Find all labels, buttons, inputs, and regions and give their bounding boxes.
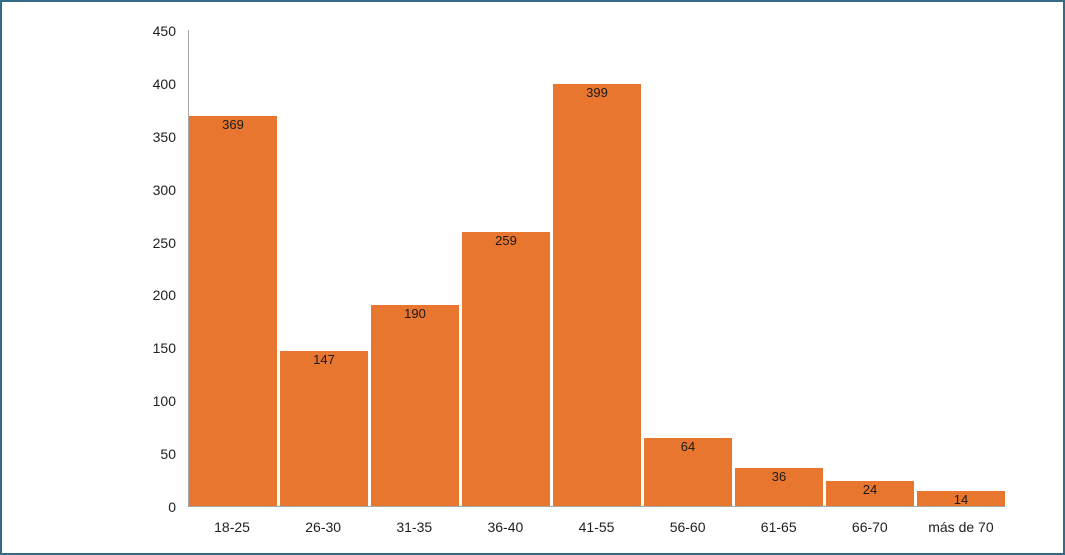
- bar-value-label: 64: [680, 439, 696, 455]
- bar: 399: [553, 83, 641, 506]
- bar: 190: [371, 305, 459, 506]
- y-axis-label: 0: [168, 499, 176, 515]
- bar-value-label: 147: [313, 351, 335, 367]
- bar-chart: 0 50 100 150 200 250 300 350 400 450 369 147 190 259…: [140, 24, 1005, 537]
- plot-area: 369 147 190 259 399 64 36 24 14: [188, 30, 1005, 507]
- bar-value-label: 14: [953, 492, 969, 508]
- bars: 369 147 190 259 399 64 36 24 14: [189, 30, 1005, 508]
- bar-value-label: 399: [586, 84, 608, 100]
- bar: 369: [189, 115, 277, 506]
- y-axis: 0 50 100 150 200 250 300 350 400 450: [140, 24, 180, 514]
- x-axis-label: 36-40: [487, 519, 524, 535]
- y-axis-label: 250: [152, 234, 176, 251]
- x-axis-label: 41-55: [578, 519, 615, 535]
- x-axis-label: 61-65: [760, 519, 797, 535]
- x-axis-label: 66-70: [851, 519, 888, 535]
- bar-value-label: 190: [404, 306, 426, 322]
- x-axis-label: más de 70: [928, 519, 994, 535]
- bar-value-label: 36: [771, 468, 787, 484]
- bar-value-label: 369: [222, 116, 244, 132]
- y-axis-label: 450: [152, 23, 176, 39]
- y-axis-label: 50: [160, 446, 176, 463]
- y-axis-label: 350: [152, 128, 176, 145]
- bar-value-label: 24: [862, 481, 878, 497]
- y-axis-label: 150: [152, 340, 176, 357]
- x-axis-labels: 18-25 26-30 31-35 36-40 41-55 56-60 61-65 66-70…: [188, 511, 1005, 537]
- x-axis-label: 26-30: [305, 519, 342, 535]
- bar: 64: [644, 438, 732, 506]
- y-axis-label: 300: [152, 181, 176, 198]
- x-axis-label: 31-35: [396, 519, 433, 535]
- bar: 24: [826, 480, 914, 506]
- bar: 147: [280, 350, 368, 506]
- bar-value-label: 259: [495, 233, 517, 249]
- bar: 14: [917, 491, 1005, 508]
- y-axis-label: 400: [152, 75, 176, 92]
- bar: 259: [462, 232, 550, 506]
- y-axis-label: 100: [152, 393, 176, 410]
- x-axis-label: 56-60: [669, 519, 706, 535]
- bar: 36: [735, 467, 823, 506]
- y-axis-label: 200: [152, 287, 176, 304]
- x-axis-label: 18-25: [214, 519, 250, 535]
